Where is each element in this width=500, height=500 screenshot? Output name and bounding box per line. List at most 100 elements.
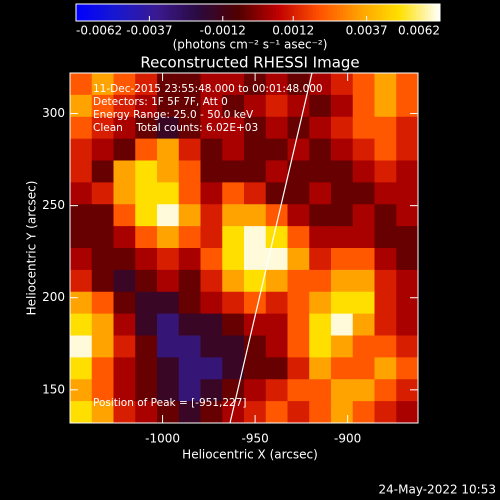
colorbar-step <box>291 4 295 21</box>
heatmap-cell <box>200 335 223 358</box>
heatmap-cell <box>331 138 354 161</box>
colorbar-step <box>154 4 159 21</box>
colorbar-step <box>355 4 359 21</box>
heatmap-cell <box>70 73 93 96</box>
y-axis-label: Heliocentric Y (arcsec) <box>25 181 39 316</box>
heatmap-cell <box>222 248 245 271</box>
colorbar-step <box>248 4 253 21</box>
heatmap-cell <box>309 269 332 293</box>
heatmap-cell <box>331 335 354 358</box>
heatmap-cell <box>287 204 310 227</box>
heatmap-cell <box>352 73 375 96</box>
heatmap-cell <box>113 313 136 336</box>
heatmap-cell <box>91 401 114 424</box>
x-axis-label: Heliocentric X (arcsec) <box>182 448 318 462</box>
heatmap-cell <box>309 401 332 424</box>
colorbar-step <box>100 4 104 21</box>
heatmap-cell <box>374 138 397 161</box>
heatmap-cell <box>265 335 288 358</box>
heatmap-cell <box>222 138 245 161</box>
heatmap-cell <box>352 94 375 118</box>
heatmap-cell <box>287 357 310 380</box>
heatmap-cell <box>331 226 354 249</box>
colorbar-step <box>267 4 271 21</box>
colorbar-step <box>288 4 292 21</box>
heatmap-cell <box>265 138 288 161</box>
heatmap-cell <box>309 226 332 249</box>
colorbar-step <box>233 4 238 21</box>
heatmap-cell <box>113 138 136 161</box>
colorbar-step <box>91 4 95 21</box>
colorbar-step <box>361 4 365 21</box>
colorbar-step <box>227 4 232 21</box>
heatmap-cell <box>331 248 354 271</box>
heatmap-cell <box>222 94 245 118</box>
heatmap-cell <box>396 291 419 315</box>
heatmap-cell <box>135 291 158 315</box>
colorbar-step <box>430 4 435 21</box>
colorbar-step <box>94 4 98 21</box>
colorbar-step <box>330 4 335 21</box>
colorbar-step <box>379 4 383 21</box>
heatmap-cell <box>200 313 223 336</box>
heatmap-cell <box>287 291 310 315</box>
colorbar-step <box>303 4 308 21</box>
heatmap-cell <box>222 204 245 227</box>
heatmap-cell <box>265 226 288 249</box>
heatmap-cell <box>309 248 332 271</box>
colorbar-step <box>318 4 323 21</box>
heatmap-cell <box>244 73 267 96</box>
heatmap-cell <box>374 269 397 293</box>
heatmap-cell <box>244 291 267 315</box>
heatmap-cell <box>244 182 267 205</box>
x-tick-label: -900 <box>334 432 361 446</box>
colorbar-step <box>376 4 380 21</box>
colorbar-step <box>206 4 210 21</box>
heatmap-cell <box>91 160 114 183</box>
heatmap-cell <box>244 379 267 402</box>
heatmap-cell <box>352 291 375 315</box>
colorbar-step <box>312 4 317 21</box>
annotation: Energy Range: 25.0 - 50.0 keV <box>93 109 254 121</box>
heatmap-cell <box>200 73 223 96</box>
heatmap-cell <box>265 182 288 205</box>
heatmap-cell <box>70 335 93 358</box>
heatmap-cell <box>374 401 397 424</box>
heatmap-cell <box>265 73 288 96</box>
heatmap-cell <box>265 379 288 402</box>
heatmap-cell <box>157 335 180 358</box>
heatmap-cell <box>287 248 310 271</box>
heatmap-cell <box>287 379 310 402</box>
colorbar-step <box>352 4 356 21</box>
heatmap-cell <box>265 291 288 315</box>
heatmap-cell <box>396 357 419 380</box>
colorbar-step <box>112 4 116 21</box>
heatmap-cell <box>244 160 267 183</box>
heatmap-cell <box>135 160 158 183</box>
colorbar-step <box>224 4 229 21</box>
colorbar-step <box>324 4 329 21</box>
colorbar-step <box>400 4 405 21</box>
colorbar-step <box>200 4 204 21</box>
heatmap-cell <box>396 160 419 183</box>
colorbar-step <box>76 4 80 21</box>
heatmap-cell <box>91 335 114 358</box>
colorbar-step <box>139 4 144 21</box>
heatmap-cell <box>374 116 397 140</box>
colorbar-step <box>270 4 274 21</box>
heatmap-cell <box>70 357 93 380</box>
heatmap-cell <box>374 160 397 183</box>
y-tick-label: 200 <box>42 290 65 304</box>
heatmap-cell <box>374 248 397 271</box>
heatmap-cell <box>374 182 397 205</box>
heatmap-cell <box>157 160 180 183</box>
colorbar-step <box>136 4 141 21</box>
heatmap-cell <box>287 73 310 96</box>
colorbar-step <box>242 4 247 21</box>
heatmap-cell <box>222 401 245 424</box>
heatmap-cell <box>113 357 136 380</box>
colorbar-step <box>427 4 432 21</box>
plot-frame <box>69 72 419 424</box>
heatmap-cell <box>222 291 245 315</box>
heatmap-cell <box>265 313 288 336</box>
